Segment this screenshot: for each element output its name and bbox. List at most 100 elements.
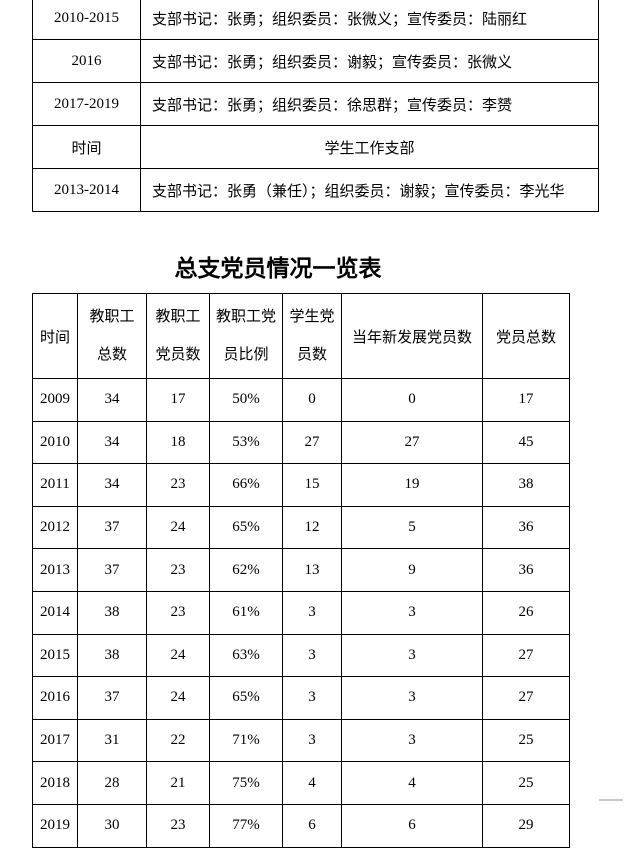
members-header-line: 教职工 bbox=[155, 309, 201, 325]
members-data-cell: 65% bbox=[209, 505, 283, 550]
members-data-cell: 66% bbox=[209, 463, 283, 507]
members-data-cell: 53% bbox=[209, 420, 283, 465]
members-data-cell: 38 bbox=[77, 590, 147, 635]
members-data-cell: 3 bbox=[341, 676, 483, 720]
members-header-line: 教职工 bbox=[89, 309, 135, 325]
members-data-cell: 45 bbox=[482, 420, 570, 465]
members-data-cell: 2009 bbox=[32, 378, 78, 422]
committee-time-cell: 2017-2019 bbox=[32, 82, 141, 126]
members-data-cell: 62% bbox=[209, 548, 283, 592]
members-data-row: 2010 34 18 53% 27 27 45 bbox=[32, 420, 570, 465]
members-header-line: 教职工党 bbox=[215, 309, 276, 325]
members-data-cell: 4 bbox=[282, 761, 342, 805]
committee-row: 2010-2015 支部书记：张勇；组织委员：张微义；宣传委员：陆丽红 bbox=[32, 0, 599, 40]
committee-detail-cell: 支部书记：张勇；组织委员：谢毅；宣传委员：张微义 bbox=[140, 39, 599, 83]
members-data-row: 2015 38 24 63% 3 3 27 bbox=[32, 633, 570, 678]
members-data-cell: 2019 bbox=[32, 803, 78, 848]
members-header-cell: 时间 bbox=[32, 293, 78, 379]
members-header-cell: 党员总数 bbox=[482, 293, 570, 379]
members-data-cell: 23 bbox=[146, 463, 210, 507]
members-data-cell: 12 bbox=[282, 505, 342, 550]
members-header-cell: 学生党 员数 bbox=[282, 293, 342, 379]
committee-time-cell: 时间 bbox=[32, 125, 141, 169]
members-header-line: 党员数 bbox=[155, 347, 201, 363]
members-data-cell: 2015 bbox=[32, 633, 78, 678]
committee-row: 2016 支部书记：张勇；组织委员：谢毅；宣传委员：张微义 bbox=[32, 39, 599, 83]
members-header-line: 总数 bbox=[96, 347, 127, 363]
members-header-cell: 教职工 党员数 bbox=[146, 293, 210, 379]
members-data-row: 2019 30 23 77% 6 6 29 bbox=[32, 803, 570, 848]
members-data-cell: 2014 bbox=[32, 590, 78, 635]
members-data-cell: 34 bbox=[77, 378, 147, 422]
members-data-cell: 30 bbox=[77, 803, 147, 848]
committee-row: 时间 学生工作支部 bbox=[32, 125, 599, 169]
committee-row: 2017-2019 支部书记：张勇；组织委员：徐思群；宣传委员：李赟 bbox=[32, 82, 599, 126]
committee-row: 2013-2014 支部书记：张勇（兼任）；组织委员：谢毅；宣传委员：李光华 bbox=[32, 168, 599, 212]
members-data-cell: 75% bbox=[209, 761, 283, 805]
members-data-cell: 18 bbox=[146, 420, 210, 465]
members-data-cell: 61% bbox=[209, 590, 283, 635]
members-data-row: 2013 37 23 62% 13 9 36 bbox=[32, 548, 570, 592]
members-data-row: 2012 37 24 65% 12 5 36 bbox=[32, 505, 570, 550]
members-data-cell: 19 bbox=[341, 463, 483, 507]
members-data-cell: 24 bbox=[146, 676, 210, 720]
members-data-cell: 34 bbox=[77, 463, 147, 507]
members-data-cell: 36 bbox=[482, 548, 570, 592]
members-header-line: 当年新发展党员数 bbox=[351, 329, 472, 346]
members-data-cell: 5 bbox=[341, 505, 483, 550]
page-edge-marker bbox=[599, 799, 623, 801]
members-header-cell: 教职工 总数 bbox=[77, 293, 147, 379]
members-data-cell: 37 bbox=[77, 505, 147, 550]
members-table-title: 总支党员情况一览表 bbox=[174, 255, 382, 281]
members-data-cell: 2013 bbox=[32, 548, 78, 592]
members-header-line: 党员总数 bbox=[495, 329, 556, 346]
members-data-cell: 2016 bbox=[32, 676, 78, 720]
members-data-cell: 77% bbox=[209, 803, 283, 848]
members-data-cell: 31 bbox=[77, 718, 147, 763]
members-data-cell: 0 bbox=[341, 378, 483, 422]
members-data-cell: 17 bbox=[146, 378, 210, 422]
members-data-cell: 21 bbox=[146, 761, 210, 805]
members-data-row: 2009 34 17 50% 0 0 17 bbox=[32, 378, 570, 422]
members-data-cell: 29 bbox=[482, 803, 570, 848]
members-data-cell: 3 bbox=[341, 718, 483, 763]
members-data-cell: 13 bbox=[282, 548, 342, 592]
members-data-cell: 23 bbox=[146, 548, 210, 592]
members-data-cell: 27 bbox=[341, 420, 483, 465]
members-header-line: 学生党 bbox=[289, 309, 335, 325]
members-table-body: 2009 34 17 50% 0 0 17 2010 34 18 53% 27 27 45 2011 34 23… bbox=[32, 378, 570, 848]
members-data-cell: 23 bbox=[146, 590, 210, 635]
members-header-line: 时间 bbox=[39, 329, 70, 346]
committee-time-cell: 2013-2014 bbox=[32, 168, 141, 212]
members-data-cell: 28 bbox=[77, 761, 147, 805]
members-data-cell: 27 bbox=[482, 633, 570, 678]
members-data-cell: 2010 bbox=[32, 420, 78, 465]
members-data-cell: 27 bbox=[482, 676, 570, 720]
members-data-cell: 38 bbox=[482, 463, 570, 507]
members-header-line: 员比例 bbox=[223, 347, 269, 363]
members-data-cell: 37 bbox=[77, 548, 147, 592]
committee-table: 2010-2015 支部书记：张勇；组织委员：张微义；宣传委员：陆丽红 2016 支部… bbox=[32, 0, 599, 212]
committee-detail-cell: 支部书记：张勇（兼任）；组织委员：谢毅；宣传委员：李光华 bbox=[140, 168, 599, 212]
members-data-cell: 71% bbox=[209, 718, 283, 763]
committee-detail-cell: 支部书记：张勇；组织委员：张微义；宣传委员：陆丽红 bbox=[140, 0, 599, 40]
members-data-cell: 9 bbox=[341, 548, 483, 592]
members-data-cell: 2012 bbox=[32, 505, 78, 550]
committee-time-cell: 2010-2015 bbox=[32, 0, 141, 40]
members-data-cell: 27 bbox=[282, 420, 342, 465]
members-header-cell: 当年新发展党员数 bbox=[341, 293, 483, 379]
members-data-cell: 4 bbox=[341, 761, 483, 805]
members-data-cell: 3 bbox=[341, 590, 483, 635]
members-data-row: 2011 34 23 66% 15 19 38 bbox=[32, 463, 570, 507]
members-data-cell: 38 bbox=[77, 633, 147, 678]
members-data-cell: 25 bbox=[482, 761, 570, 805]
members-data-row: 2016 37 24 65% 3 3 27 bbox=[32, 676, 570, 720]
members-data-cell: 65% bbox=[209, 676, 283, 720]
members-data-cell: 17 bbox=[482, 378, 570, 422]
members-data-cell: 0 bbox=[282, 378, 342, 422]
members-data-cell: 26 bbox=[482, 590, 570, 635]
members-data-cell: 34 bbox=[77, 420, 147, 465]
members-data-cell: 37 bbox=[77, 676, 147, 720]
members-data-cell: 3 bbox=[282, 718, 342, 763]
